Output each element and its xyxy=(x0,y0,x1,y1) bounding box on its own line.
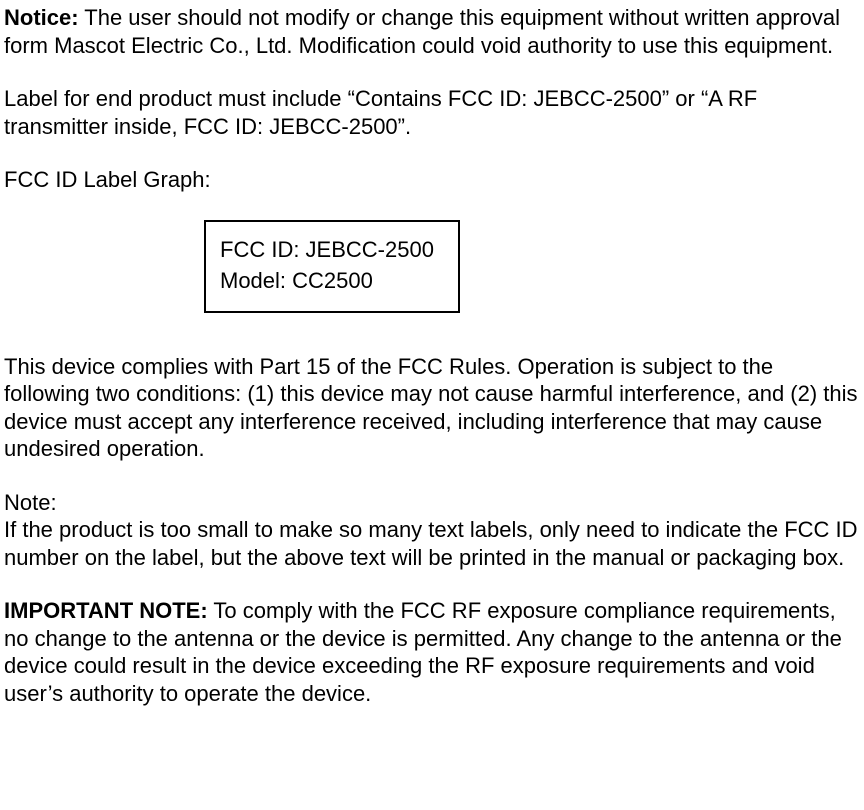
fcc-label-box: FCC ID: JEBCC-2500 Model: CC2500 xyxy=(204,220,460,313)
note-heading: Note: xyxy=(4,490,57,515)
label-instruction: Label for end product must include “Cont… xyxy=(4,85,858,140)
note-paragraph: Note: If the product is too small to mak… xyxy=(4,489,858,572)
notice-heading: Notice: xyxy=(4,5,79,30)
notice-body: The user should not modify or change thi… xyxy=(4,5,840,58)
important-heading: IMPORTANT NOTE: xyxy=(4,598,208,623)
document-page: Notice: The user should not modify or ch… xyxy=(0,0,864,737)
notice-paragraph: Notice: The user should not modify or ch… xyxy=(4,4,858,59)
model-line: Model: CC2500 xyxy=(220,265,444,297)
compliance-paragraph: This device complies with Part 15 of the… xyxy=(4,353,858,463)
label-graph-title: FCC ID Label Graph: xyxy=(4,166,858,194)
note-body: If the product is too small to make so m… xyxy=(4,517,858,570)
important-note-paragraph: IMPORTANT NOTE: To comply with the FCC R… xyxy=(4,597,858,707)
fcc-id-line: FCC ID: JEBCC-2500 xyxy=(220,234,444,266)
label-box-container: FCC ID: JEBCC-2500 Model: CC2500 xyxy=(4,220,858,313)
